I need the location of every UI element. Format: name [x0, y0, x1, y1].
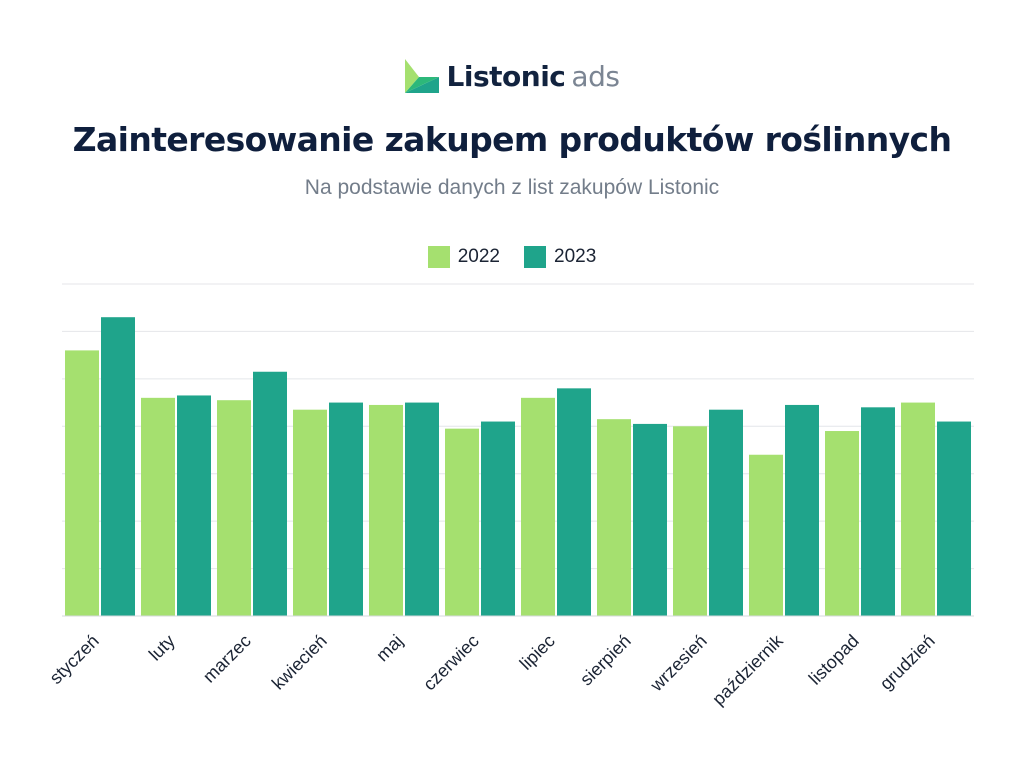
bar-2022-0: [65, 350, 99, 616]
chart-subtitle: Na podstawie danych z list zakupów Listo…: [304, 176, 720, 199]
bar-2023-4: [405, 402, 439, 616]
bar-2022-9: [749, 454, 783, 616]
x-tick-label: listopad: [805, 631, 863, 689]
x-tick-label: sierpień: [576, 631, 635, 690]
legend-item-2023: 2023: [524, 246, 596, 268]
x-tick-label: lipiec: [516, 631, 559, 674]
x-tick-label: grudzień: [876, 631, 939, 694]
bar-2023-0: [101, 317, 135, 616]
bar-2023-8: [709, 409, 743, 616]
bar-2023-7: [633, 423, 667, 616]
logo: Listonic ads: [0, 56, 1024, 96]
bar-2022-2: [217, 400, 251, 616]
bar-2023-6: [557, 388, 591, 616]
legend-item-2022: 2022: [427, 246, 500, 268]
logo-brand-suffix: ads: [571, 59, 620, 93]
logo-brand-name: Listonic: [446, 59, 566, 93]
chart-title: Zainteresowanie zakupem produktów roślin…: [72, 120, 952, 159]
bar-2023-9: [785, 404, 819, 616]
bar-2022-3: [293, 409, 327, 616]
x-tick-label: styczeń: [46, 631, 103, 688]
bar-2022-11: [901, 402, 935, 616]
x-tick-label: maj: [372, 631, 407, 666]
legend-swatch-2023: [524, 246, 546, 268]
x-tick-label: marzec: [199, 631, 255, 687]
x-tick-label: czerwiec: [419, 631, 483, 695]
listonic-logo-icon: [404, 59, 439, 93]
legend-label-2023: 2023: [554, 246, 597, 267]
bar-2023-10: [861, 407, 895, 616]
legend-swatch-2022: [427, 246, 450, 268]
x-tick-label: wrzesień: [646, 631, 711, 696]
x-tick-label: luty: [145, 631, 179, 665]
bar-2023-2: [253, 371, 287, 616]
legend-label-2022: 2022: [457, 246, 500, 267]
x-tick-label: kwiecień: [268, 631, 331, 694]
bar-2022-8: [673, 426, 707, 616]
bar-2022-1: [141, 397, 175, 616]
bar-2022-6: [521, 397, 555, 616]
bar-2022-4: [369, 404, 403, 616]
bar-2023-5: [481, 421, 515, 616]
bar-2023-11: [937, 421, 971, 616]
bar-2023-1: [177, 395, 211, 616]
bar-2022-5: [445, 428, 479, 616]
bar-2022-10: [825, 431, 859, 616]
bar-2023-3: [329, 402, 363, 616]
chart-legend: 2022 2023: [0, 246, 1024, 268]
bar-2022-7: [597, 419, 631, 616]
x-tick-label: październik: [708, 630, 787, 709]
